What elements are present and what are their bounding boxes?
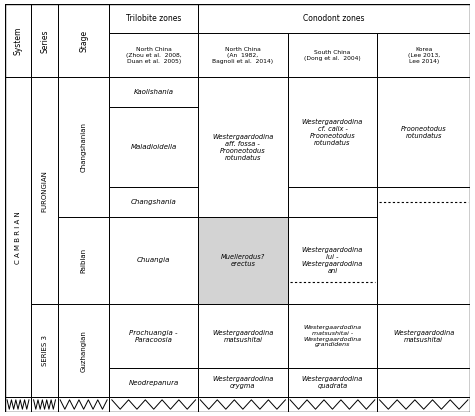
Bar xyxy=(31,397,58,412)
Text: Prooneotodus
rotundatus: Prooneotodus rotundatus xyxy=(401,126,446,139)
Bar xyxy=(109,217,198,305)
Text: Westergaardodina
matsushitai -
Westergaardodina
grandidens: Westergaardodina matsushitai - Westergaa… xyxy=(304,325,361,347)
Text: South China
(Dong et al.  2004): South China (Dong et al. 2004) xyxy=(304,50,361,61)
Bar xyxy=(198,397,288,412)
Bar xyxy=(288,305,377,368)
Text: Westergaardodina
quadrata: Westergaardodina quadrata xyxy=(302,376,363,389)
Bar xyxy=(5,4,31,77)
Bar xyxy=(31,77,58,305)
Text: Westergaardodina
cf. calix -
Prooneotodus
rotundatus: Westergaardodina cf. calix - Prooneotodu… xyxy=(302,119,363,146)
Text: Series: Series xyxy=(40,29,49,52)
Bar xyxy=(5,77,31,397)
Bar xyxy=(58,4,109,77)
Text: Westergaardodina
lui -
Westergaardodina
ani: Westergaardodina lui - Westergaardodina … xyxy=(302,247,363,274)
Bar xyxy=(31,305,58,397)
Bar xyxy=(31,4,58,77)
Bar xyxy=(288,77,377,187)
Bar xyxy=(377,33,470,77)
Text: Kaolishania: Kaolishania xyxy=(133,89,174,95)
Bar xyxy=(58,305,109,397)
Text: Changshanian: Changshanian xyxy=(81,122,86,172)
Text: FURONGIAN: FURONGIAN xyxy=(41,170,48,212)
Bar xyxy=(109,33,198,77)
Bar xyxy=(377,187,470,305)
Text: Westergaardodina
matsushitai: Westergaardodina matsushitai xyxy=(212,329,274,343)
Text: Paibian: Paibian xyxy=(81,248,86,273)
Bar xyxy=(58,217,109,305)
Text: Maladioidella: Maladioidella xyxy=(131,144,177,150)
Text: North China
(An  1982,
Bagnoli et al.  2014): North China (An 1982, Bagnoli et al. 201… xyxy=(212,47,274,64)
Text: Stage: Stage xyxy=(79,30,88,52)
Bar xyxy=(109,187,198,217)
Bar xyxy=(377,305,470,368)
Bar xyxy=(5,397,31,412)
Bar xyxy=(198,77,288,217)
Bar xyxy=(377,77,470,187)
Text: Westergaardodina
aff. fossa -
Prooneotodus
rotundatus: Westergaardodina aff. fossa - Prooneotod… xyxy=(212,134,274,161)
Bar xyxy=(288,217,377,305)
Text: Trilobite zones: Trilobite zones xyxy=(126,14,181,23)
Text: Neodrepanura: Neodrepanura xyxy=(129,379,179,386)
Bar xyxy=(58,77,109,217)
Bar xyxy=(58,397,109,412)
Bar xyxy=(198,4,470,33)
Bar xyxy=(109,106,198,187)
Text: Korea
(Lee 2013,
Lee 2014): Korea (Lee 2013, Lee 2014) xyxy=(408,47,440,64)
Text: Muellerodus?
erectus: Muellerodus? erectus xyxy=(221,254,265,267)
Bar xyxy=(288,187,377,217)
Text: System: System xyxy=(13,27,22,55)
Text: Conodont zones: Conodont zones xyxy=(304,14,365,23)
Bar xyxy=(109,397,198,412)
Bar xyxy=(288,368,377,397)
Text: Guzhangian: Guzhangian xyxy=(81,330,86,372)
Text: SERIES 3: SERIES 3 xyxy=(41,335,48,366)
Text: Chuangia: Chuangia xyxy=(137,258,171,263)
Bar xyxy=(109,77,198,106)
Bar xyxy=(198,305,288,368)
Bar xyxy=(109,368,198,397)
Text: North China
(Zhou et al.  2008,
Duan et al.  2005): North China (Zhou et al. 2008, Duan et a… xyxy=(126,47,181,64)
Text: Prochuangia -
Paracoosia: Prochuangia - Paracoosia xyxy=(130,329,178,343)
Bar xyxy=(377,397,470,412)
Bar xyxy=(198,217,288,305)
Text: C A M B R I A N: C A M B R I A N xyxy=(15,211,21,264)
Bar xyxy=(198,368,288,397)
Text: Changshania: Changshania xyxy=(131,199,177,205)
Bar xyxy=(109,305,198,368)
Bar xyxy=(377,368,470,397)
Bar xyxy=(198,33,288,77)
Text: Westergaardodina
matsushitai: Westergaardodina matsushitai xyxy=(393,329,454,343)
Text: Westergaardodina
orygma: Westergaardodina orygma xyxy=(212,376,274,389)
Bar xyxy=(288,33,377,77)
Bar xyxy=(109,4,198,33)
Bar xyxy=(288,397,377,412)
